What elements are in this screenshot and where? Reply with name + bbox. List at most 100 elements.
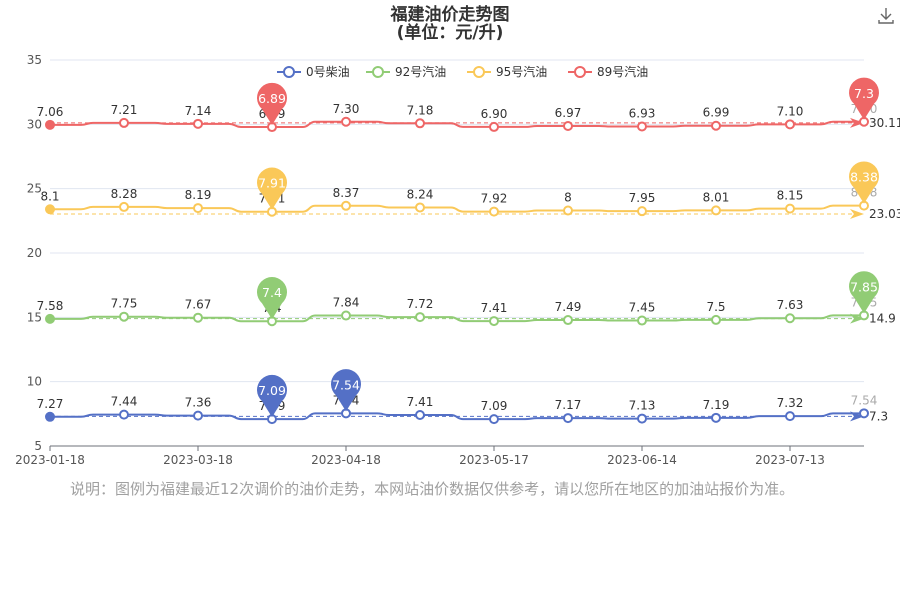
data-point[interactable] [711, 412, 721, 423]
x-axis: 2023-01-18 2023-03-18 2023-04-18 2023-05-17… [15, 445, 864, 467]
legend-marker [473, 66, 485, 78]
pin-marker [257, 167, 287, 210]
x-tick-label: 2023-06-14 [607, 453, 677, 467]
series-line [50, 412, 864, 421]
data-point[interactable] [415, 312, 425, 323]
data-label: 6.90 [481, 107, 508, 121]
data-point[interactable] [785, 411, 795, 422]
legend-label: 89号汽油 [597, 64, 648, 79]
chart-subtitle: (单位：元/升) [397, 22, 504, 43]
data-point[interactable] [563, 205, 573, 216]
pin-label: 8.38 [850, 170, 878, 185]
data-label: 8 [564, 191, 572, 205]
pin-label: 7.09 [258, 383, 286, 398]
pin-marker [849, 161, 880, 204]
y-tick-label: 30 [27, 117, 42, 131]
data-label: 7.36 [185, 396, 212, 410]
data-point[interactable] [711, 205, 721, 216]
download-icon[interactable] [876, 6, 896, 26]
data-label: 7.13 [629, 399, 656, 413]
data-point[interactable] [119, 201, 129, 212]
data-point[interactable] [637, 121, 647, 132]
data-label: 7.49 [555, 300, 582, 314]
legend-marker [283, 66, 295, 78]
data-point[interactable] [119, 117, 129, 128]
data-point[interactable] [637, 315, 647, 326]
data-point[interactable] [785, 313, 795, 324]
x-tick-label: 2023-01-18 [15, 453, 85, 467]
data-point[interactable] [489, 121, 499, 132]
data-point[interactable] [637, 206, 647, 217]
data-point[interactable] [45, 119, 55, 130]
data-label: 7.06 [37, 105, 64, 119]
data-label: 7.10 [777, 104, 804, 118]
data-point[interactable] [119, 409, 129, 420]
data-label: 7.32 [777, 396, 804, 410]
data-label: 7.67 [185, 298, 212, 312]
y-tick-label: 25 [27, 182, 42, 196]
data-label: 7.44 [111, 395, 138, 409]
y-tick-label: 20 [27, 246, 42, 260]
data-point[interactable] [563, 315, 573, 326]
grid-lines [50, 59, 864, 383]
data-point[interactable] [785, 119, 795, 130]
data-point[interactable] [45, 204, 55, 215]
data-label: 8.28 [111, 187, 138, 201]
data-label: 7.41 [481, 301, 508, 315]
data-point[interactable] [489, 414, 499, 425]
data-point[interactable] [193, 203, 203, 214]
pin-marker [849, 271, 880, 314]
pin-label: 7.54 [332, 377, 360, 392]
data-point[interactable] [119, 311, 129, 322]
y-tick-label: 15 [27, 310, 42, 324]
data-label: 8.19 [185, 188, 212, 202]
data-label: 8.37 [333, 186, 360, 200]
data-label: 7.63 [777, 298, 804, 312]
legend-marker [574, 66, 586, 78]
legend-item[interactable]: 0号柴油 [277, 65, 350, 79]
data-point[interactable] [341, 116, 351, 127]
legend[interactable]: 0号柴油 92号汽油 95号汽油 89号汽油 [277, 64, 648, 79]
data-label: 8.01 [703, 190, 730, 204]
data-point[interactable] [193, 118, 203, 129]
data-point[interactable] [415, 202, 425, 213]
data-label: 6.93 [629, 107, 656, 121]
x-tick-label: 2023-05-17 [459, 453, 529, 467]
x-tick-label: 2023-03-18 [163, 453, 233, 467]
series-line [50, 120, 864, 129]
series-1: 14.9 7.58 7.75 7.67 7.4 7.84 7.72 7.41 7.49 7.45 7… [37, 271, 896, 327]
data-label: 7.27 [37, 397, 64, 411]
series-0: 7.3 7.27 7.44 7.36 7.09 7.54 7.41 7.09 7.17 7.13 7… [37, 369, 888, 425]
data-point[interactable] [415, 409, 425, 420]
pin-marker [257, 374, 287, 418]
data-point[interactable] [45, 313, 55, 324]
series-2: 23.03 8.1 8.28 8.19 7.91 8.37 8.24 7.92 8 7.95 8.0… [40, 161, 900, 221]
data-label: 7.58 [37, 299, 64, 313]
data-point[interactable] [711, 314, 721, 325]
data-point[interactable] [859, 408, 869, 419]
data-point[interactable] [563, 413, 573, 424]
data-point[interactable] [637, 413, 647, 424]
legend-marker [372, 66, 384, 78]
data-point[interactable] [193, 410, 203, 421]
data-point[interactable] [341, 310, 351, 321]
data-point[interactable] [711, 120, 721, 131]
data-point[interactable] [45, 411, 55, 422]
data-label: 7.14 [185, 104, 212, 118]
data-point[interactable] [193, 312, 203, 323]
legend-item[interactable]: 95号汽油 [467, 64, 547, 79]
data-point[interactable] [489, 316, 499, 327]
legend-item[interactable]: 89号汽油 [568, 64, 648, 79]
data-point[interactable] [489, 206, 499, 217]
data-point[interactable] [341, 200, 351, 211]
pin-label: 7.91 [258, 176, 286, 191]
data-point[interactable] [415, 118, 425, 129]
data-point[interactable] [785, 203, 795, 214]
data-point[interactable] [563, 121, 573, 132]
legend-item[interactable]: 92号汽油 [366, 64, 446, 79]
data-label: 7.21 [111, 103, 138, 117]
average-label: 7.3 [869, 409, 888, 423]
pin-label: 6.89 [258, 91, 286, 106]
pin-marker [257, 277, 287, 320]
